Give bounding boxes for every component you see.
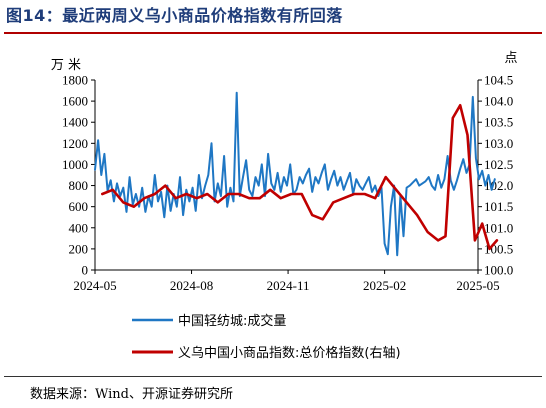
left-axis-unit: 万 米 (51, 58, 81, 73)
left-tick-label: 400 (69, 220, 89, 235)
x-tick-label: 2024-05 (73, 278, 116, 293)
x-tick-label: 2025-05 (456, 278, 499, 293)
series-layer (94, 91, 499, 257)
right-axis: 100.0100.5101.0101.5102.0102.5103.0103.5… (478, 51, 518, 278)
right-tick-label: 102.5 (484, 157, 513, 172)
left-tick-label: 1600 (62, 94, 88, 109)
left-tick-label: 1000 (62, 157, 88, 172)
left-tick-label: 600 (69, 199, 89, 214)
left-tick-label: 200 (69, 241, 89, 256)
right-tick-label: 102.0 (484, 178, 513, 193)
x-tick-label: 2025-02 (363, 278, 406, 293)
right-tick-label: 104.0 (484, 94, 513, 109)
left-tick-label: 0 (82, 263, 89, 278)
right-tick-label: 104.5 (484, 73, 513, 88)
x-tick-label: 2024-11 (267, 278, 310, 293)
title-divider (4, 32, 542, 34)
plot-frame (94, 80, 479, 271)
right-tick-label: 103.0 (484, 136, 513, 151)
source-divider (4, 376, 542, 377)
x-tick-label: 2024-08 (170, 278, 213, 293)
figure-title: 图14：最近两周义乌小商品价格指数有所回落 (6, 6, 343, 25)
series-line-volume (94, 91, 496, 257)
right-tick-label: 100.0 (484, 263, 513, 278)
right-tick-label: 101.0 (484, 220, 513, 235)
source-note: 数据来源：Wind、开源证券研究所 (30, 387, 233, 402)
left-tick-label: 1200 (62, 136, 88, 151)
legend-label-index: 义乌中国小商品指数:总价格指数(右轴) (178, 345, 401, 361)
left-tick-label: 800 (69, 178, 89, 193)
x-axis: 2024-05 2024-08 2024-11 2025-02 2025-05 (73, 270, 500, 293)
right-tick-label: 103.5 (484, 115, 513, 130)
legend-label-volume: 中国轻纺城:成交量 (178, 313, 286, 329)
left-tick-label: 1400 (62, 115, 88, 130)
series-line-index (101, 104, 499, 251)
right-axis-unit: 点 (504, 51, 517, 66)
right-tick-label: 101.5 (484, 199, 513, 214)
left-tick-label: 1800 (62, 73, 88, 88)
